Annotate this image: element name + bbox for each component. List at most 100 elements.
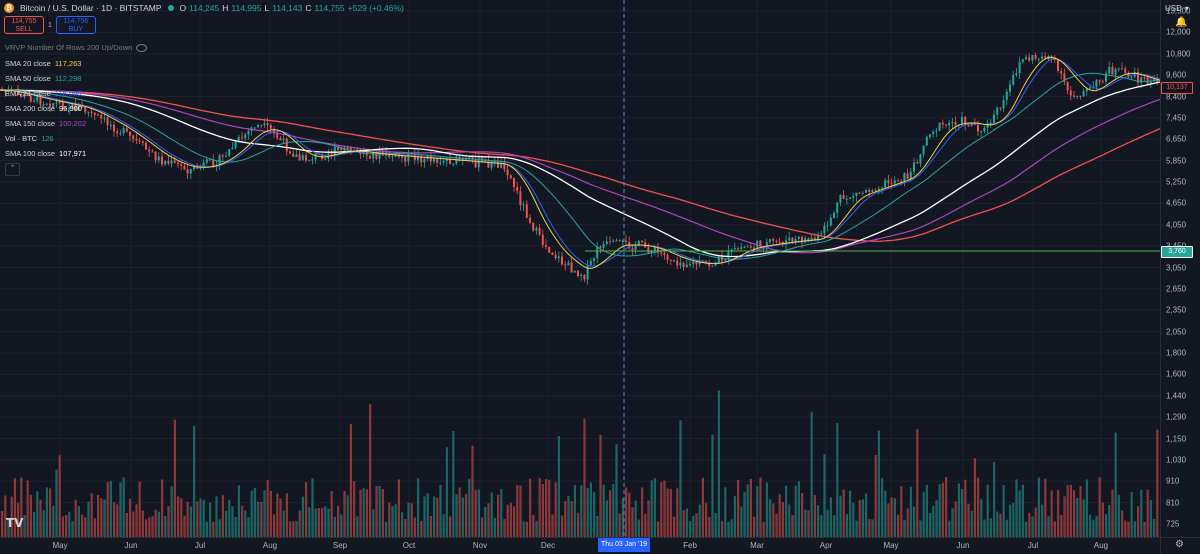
candle-body [929,134,931,137]
candle-body [593,258,595,261]
candle-body [173,160,176,163]
candle-body [253,127,256,129]
volume-bar [861,499,864,537]
indicator-value: 117,263 [54,59,82,68]
collapse-legend-button[interactable]: ⌃ [5,163,20,176]
volume-bar [231,506,234,537]
alert-bell-icon[interactable]: 🔔 [1175,17,1188,28]
volume-bar [1079,485,1082,537]
volume-bar [353,481,356,537]
volume-bar [794,485,797,537]
volume-bar [1009,504,1012,537]
candle-body [535,227,538,231]
price-tick-label: 2,650 [1166,284,1187,294]
candle-body [906,173,909,180]
volume-bar [666,488,669,537]
candle-body [503,162,506,170]
indicator-legend-item[interactable]: SMA 150 close 100,202 [5,119,86,128]
volume-bar [138,481,141,537]
candle-body [631,248,634,250]
volume-bar [612,484,615,537]
volume-bar [996,511,999,537]
volume-bar [689,520,692,537]
volume-bar [993,462,996,537]
candle-body [989,122,992,124]
currency-selector[interactable]: USD ▾ [1165,4,1189,13]
indicator-value: 107,971 [59,149,87,158]
candle-body [1021,59,1024,63]
volume-bar [653,478,656,537]
candle-body [711,265,714,267]
volume-bar [1149,500,1152,537]
volume-bar [1082,499,1085,537]
time-tick-label: Jul [1027,541,1039,550]
volume-bar [858,499,861,537]
indicator-legend-item[interactable]: EMA 21 close 116,088 [5,89,81,98]
indicator-legend-item[interactable]: SMA 200 close 96,900 [5,104,82,113]
candle-body [465,158,467,160]
indicator-legend-item[interactable]: Vol · BTC 126 [5,134,54,143]
time-tick-label: Apr [819,541,833,550]
candle-body [945,124,947,126]
candle-body [999,107,1002,109]
symbol-title[interactable]: Bitcoin / U.S. Dollar · 1D · BITSTAMP [20,3,162,13]
indicator-legend-item[interactable]: SMA 100 close 107,971 [5,149,86,158]
chart-plot-area[interactable] [0,0,1160,537]
volume-bar [746,484,749,537]
candle-body [660,252,663,254]
volume-bar [964,479,967,537]
volume-bar [989,518,992,537]
candle-body [100,114,103,119]
indicator-legend-item[interactable]: VRVP Number Of Rows 200 Up/Down [5,43,148,52]
candle-body [609,241,611,243]
candle-body [196,166,199,169]
candle-body [733,248,736,250]
time-tick-label: Aug [262,541,278,550]
eye-icon[interactable] [136,43,148,52]
price-tick-label: 7,450 [1166,113,1187,123]
candle-body [423,159,426,163]
candle-body [292,153,295,157]
volume-bar [151,516,154,537]
candle-body [468,157,471,160]
ema-21-line [0,58,1160,267]
crosshair-date-label: Thu 03 Jan '19 [598,538,650,552]
candle-body [525,204,528,218]
indicator-legend-item[interactable]: SMA 20 close 117,263 [5,59,81,68]
volume-bar [119,482,122,537]
gear-icon[interactable]: ⚙ [1175,539,1184,550]
candle-body [529,217,531,223]
candle-body [605,241,608,245]
volume-bar [781,502,784,537]
candle-body [746,246,749,248]
time-tick-label: May [883,541,899,550]
volume-bar [461,497,464,537]
candle-body [1025,57,1027,60]
volume-bar [375,486,378,537]
price-chart[interactable] [0,0,1160,537]
time-scale[interactable] [0,537,1160,554]
candle-body [68,107,71,110]
candle-body [209,159,211,161]
candle-body [961,116,963,125]
indicator-name: SMA 50 close [5,74,51,83]
candle-body [855,192,858,197]
volume-bar [330,491,333,537]
candle-body [420,155,423,163]
volume-bar [391,506,394,537]
candle-body [215,166,218,168]
candle-body [807,238,810,240]
candle-body [676,260,679,266]
buy-button[interactable]: 114,756 BUY [55,16,96,34]
candle-body [375,151,378,159]
indicator-legend-item[interactable]: SMA 50 close 112,298 [5,74,81,83]
candle-body [23,93,26,98]
candle-body [765,242,768,249]
volume-bar [289,521,292,537]
volume-bar [676,488,679,537]
sell-button[interactable]: 114,755 SELL [4,16,44,34]
volume-bar [295,520,298,537]
volume-bar [538,477,541,537]
volume-bar [1047,516,1050,537]
candle-body [596,246,599,259]
